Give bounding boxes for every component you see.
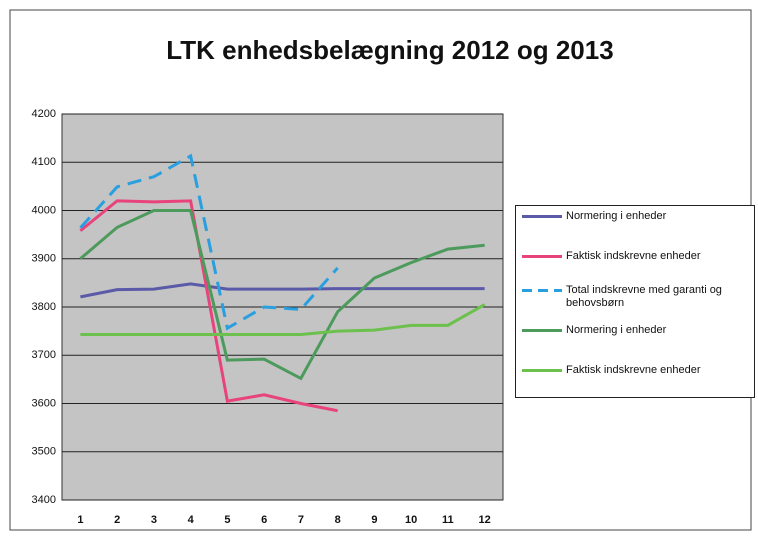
y-tick-label: 4100 xyxy=(32,156,56,168)
legend-swatch xyxy=(522,369,562,372)
y-tick-label: 3500 xyxy=(32,446,56,458)
y-tick-label: 3800 xyxy=(32,301,56,313)
x-tick-label: 10 xyxy=(405,514,417,526)
series-line xyxy=(79,209,485,381)
series-line xyxy=(80,282,485,299)
y-tick-label: 3600 xyxy=(32,397,56,409)
chart-title: LTK enhedsbelægning 2012 og 2013 xyxy=(166,35,613,65)
legend-label: Faktisk indskrevne enheder xyxy=(566,364,701,376)
legend-swatch xyxy=(522,289,562,292)
legend-label: Normering i enheder xyxy=(566,324,667,336)
y-tick-label: 3700 xyxy=(32,349,56,361)
y-tick-label: 4200 xyxy=(32,108,56,120)
legend-swatch xyxy=(522,255,562,258)
legend-label: Total indskrevne med garanti og behovsbø… xyxy=(566,284,722,309)
x-tick-label: 3 xyxy=(151,514,157,526)
x-tick-label: 2 xyxy=(114,514,120,526)
y-tick-label: 3400 xyxy=(32,494,56,506)
legend: Normering i enheder Faktisk indskrevne en… xyxy=(515,205,755,398)
legend-swatch xyxy=(522,215,562,218)
x-tick-label: 9 xyxy=(371,514,377,526)
legend-entry: Total indskrevne med garanti og behovsbø… xyxy=(520,284,752,310)
x-tick-label: 11 xyxy=(442,514,454,526)
y-tick-label: 4000 xyxy=(32,204,56,216)
legend-entry: Faktisk indskrevne enheder xyxy=(520,250,752,263)
legend-entry: Normering i enheder xyxy=(520,210,752,223)
x-tick-label: 5 xyxy=(224,514,230,526)
series-line xyxy=(79,199,338,413)
y-tick-label: 3900 xyxy=(32,253,56,265)
x-tick-label: 12 xyxy=(479,514,491,526)
x-tick-label: 7 xyxy=(298,514,304,526)
x-tick-label: 6 xyxy=(261,514,267,526)
x-tick-label: 1 xyxy=(77,514,83,526)
series-line xyxy=(79,153,339,331)
legend-swatch xyxy=(522,329,562,332)
x-tick-label: 8 xyxy=(335,514,341,526)
x-tick-label: 4 xyxy=(188,514,195,526)
legend-label: Faktisk indskrevne enheder xyxy=(566,250,701,262)
series-line xyxy=(80,303,486,337)
legend-entry: Normering i enheder xyxy=(520,324,752,337)
legend-label: Normering i enheder xyxy=(566,210,667,222)
legend-entry: Faktisk indskrevne enheder xyxy=(520,364,752,377)
